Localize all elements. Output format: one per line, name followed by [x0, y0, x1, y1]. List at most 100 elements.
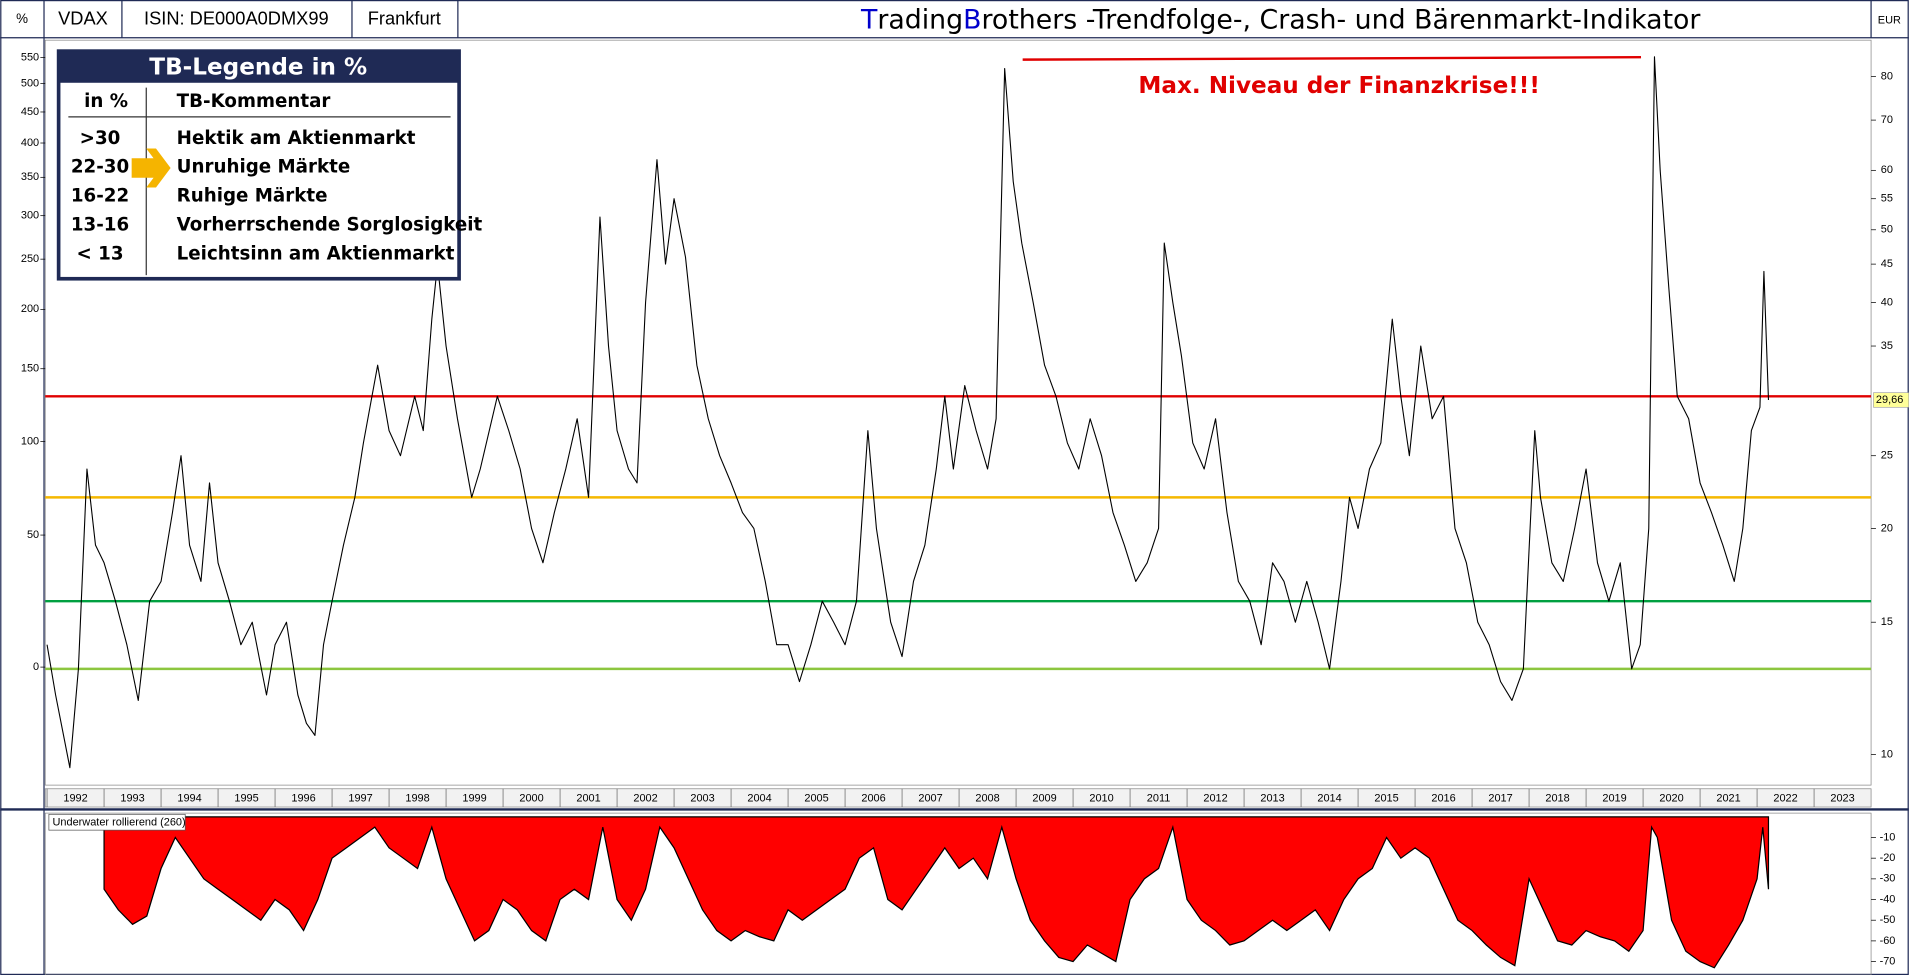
- y-tick-label: 50: [1881, 224, 1893, 236]
- y2-tick-label: 200: [21, 303, 39, 315]
- unit-label: %: [16, 11, 28, 26]
- x-tick-label: 2014: [1317, 792, 1341, 804]
- x-tick-label: 2007: [918, 792, 942, 804]
- y2-tick-label: 150: [21, 363, 39, 375]
- legend-head: [58, 51, 460, 83]
- legend-comment: Ruhige Märkte: [177, 186, 328, 207]
- x-tick-label: 1992: [63, 792, 87, 804]
- x-tick-label: 2016: [1431, 792, 1455, 804]
- year-bar: [44, 788, 1872, 808]
- underwater-area: [103, 816, 1770, 969]
- y-tick-label: 45: [1881, 258, 1893, 270]
- title: TradingBrothers -Trendfolge-, Crash- und…: [860, 4, 1700, 35]
- legend-range: 16-22: [71, 186, 129, 207]
- x-tick-label: 2021: [1716, 792, 1740, 804]
- y-tick-label: 60: [1881, 164, 1893, 176]
- y-tick-label: 15: [1881, 616, 1893, 628]
- x-tick-label: 2000: [519, 792, 543, 804]
- x-tick-label: 2015: [1374, 792, 1398, 804]
- legend-frame: [56, 49, 461, 281]
- legend-comment: Hektik am Aktienmarkt: [177, 128, 416, 149]
- x-tick-label: 1999: [462, 792, 486, 804]
- legend-box: TB-Legende in % in % TB-Kommentar >30 Hek…: [56, 49, 483, 281]
- title-part: rothers -Trendfolge-, Crash- und Bärenma…: [982, 4, 1701, 35]
- y-tick-label: -60: [1880, 935, 1896, 947]
- y-tick-label: 25: [1881, 450, 1893, 462]
- y-tick-label: 20: [1881, 522, 1893, 534]
- col-head: TB-Kommentar: [177, 91, 331, 112]
- y2-tick-label: 250: [21, 253, 39, 265]
- y2-tick-label: 50: [27, 529, 39, 541]
- y-tick-label: -30: [1880, 873, 1896, 885]
- x-tick-label: 1994: [177, 792, 201, 804]
- y-tick-label: -20: [1880, 852, 1896, 864]
- x-tick-label: 2023: [1830, 792, 1854, 804]
- y2-tick-label: 550: [21, 51, 39, 63]
- x-tick-label: 1993: [120, 792, 144, 804]
- arrow: [131, 148, 171, 188]
- x-tick-label: 2002: [633, 792, 657, 804]
- plot: 10 15 20 25 35 40 45 50 55 60 70 80 0 50 100 150 200 250 3…: [21, 51, 1909, 969]
- legend-range: >30: [80, 128, 121, 149]
- y-tick-label: 80: [1881, 70, 1893, 82]
- vdax-line: [46, 56, 1770, 769]
- legend-comment: Unruhige Märkte: [177, 157, 351, 178]
- y2-tick-label: 300: [21, 210, 39, 222]
- last-value-label: 29,66: [1876, 394, 1903, 406]
- y2-tick-label: 400: [21, 137, 39, 149]
- lower-title: Underwater rollierend (260): [53, 817, 186, 829]
- y-tick-label: -40: [1880, 893, 1896, 905]
- legend-range: 22-30: [71, 157, 129, 178]
- y-tick-label: 70: [1881, 114, 1893, 126]
- x-tick-label: 2022: [1773, 792, 1797, 804]
- right-unit: EUR: [1878, 15, 1901, 27]
- x-tick-label: 2003: [690, 792, 714, 804]
- x-tick-label: 2013: [1260, 792, 1284, 804]
- x-tick-label: 2009: [1032, 792, 1056, 804]
- x-tick-label: 2012: [1203, 792, 1227, 804]
- symbol: VDAX: [58, 7, 108, 28]
- lower-frame: [44, 812, 1872, 975]
- x-tick-label: 2001: [576, 792, 600, 804]
- isin: ISIN: DE000A0DMX99: [144, 7, 329, 28]
- legend-range: < 13: [76, 244, 123, 265]
- title-part: T: [860, 4, 878, 35]
- lower-label-box: [48, 813, 186, 831]
- y2-tick-label: 500: [21, 78, 39, 90]
- legend-comment: Vorherrschende Sorglosigkeit: [177, 215, 483, 236]
- x-tick-label: 2017: [1488, 792, 1512, 804]
- title-part: B: [963, 4, 981, 35]
- x-tick-label: 2006: [861, 792, 885, 804]
- y-tick-label: -50: [1880, 914, 1896, 926]
- x-tick-label: 2010: [1089, 792, 1113, 804]
- y-tick-label: -10: [1880, 831, 1896, 843]
- x-tick-label: 2019: [1602, 792, 1626, 804]
- y-tick-label: -70: [1880, 955, 1896, 967]
- y2-tick-label: 0: [33, 661, 39, 673]
- x-tick-label: 2011: [1147, 792, 1171, 804]
- x-tick-label: 1995: [234, 792, 258, 804]
- plot-frame: [44, 39, 1872, 786]
- exchange: Frankfurt: [368, 7, 441, 28]
- x-tick-label: 2005: [804, 792, 828, 804]
- y2-tick-label: 350: [21, 171, 39, 183]
- x-tick-label: 1998: [405, 792, 429, 804]
- y-tick-label: 10: [1881, 748, 1893, 760]
- y2-tick-label: 100: [21, 435, 39, 447]
- x-tick-label: 1997: [348, 792, 372, 804]
- x-tick-label: 2004: [747, 792, 771, 804]
- col-head: in %: [84, 91, 128, 112]
- x-tick-label: 2020: [1659, 792, 1683, 804]
- annotation-line: [1022, 55, 1642, 61]
- y-tick-label: 55: [1881, 193, 1893, 205]
- title-part: rading: [877, 4, 963, 35]
- legend-range: 13-16: [71, 215, 129, 236]
- x-tick-label: 1996: [291, 792, 315, 804]
- y-tick-label: 35: [1881, 340, 1893, 352]
- x-tick-label: 2008: [975, 792, 999, 804]
- x-tick-label: 2018: [1545, 792, 1569, 804]
- legend-comment: Leichtsinn am Aktienmarkt: [177, 244, 455, 265]
